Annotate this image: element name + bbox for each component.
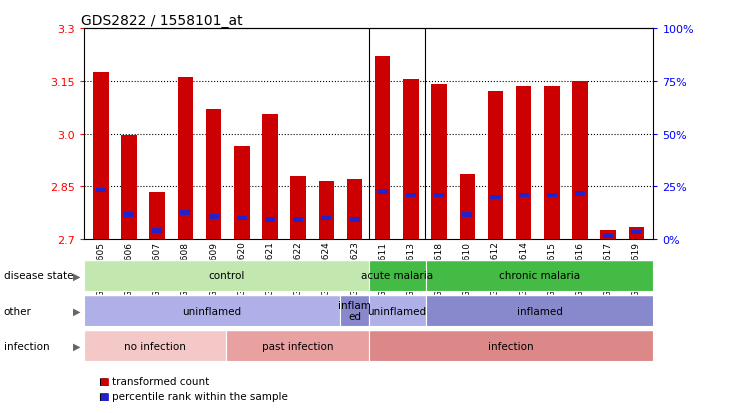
- Bar: [209, 214, 219, 219]
- Bar: [347, 180, 362, 240]
- Text: other: other: [4, 306, 31, 316]
- Text: infection: infection: [488, 341, 534, 351]
- Text: ■ percentile rank within the sample: ■ percentile rank within the sample: [99, 392, 288, 401]
- Bar: [265, 218, 275, 223]
- Text: ■: ■: [99, 376, 108, 386]
- Bar: [491, 195, 501, 200]
- Text: no infection: no infection: [124, 341, 186, 351]
- Bar: [234, 147, 250, 240]
- Bar: [544, 87, 560, 240]
- Text: GDS2822 / 1558101_at: GDS2822 / 1558101_at: [81, 14, 243, 28]
- Text: control: control: [208, 271, 245, 281]
- Bar: [350, 218, 360, 223]
- Bar: [262, 115, 277, 240]
- Bar: [293, 218, 303, 223]
- Bar: [629, 227, 644, 240]
- Bar: [375, 57, 391, 240]
- Text: inflamed: inflamed: [517, 306, 562, 316]
- Text: ▶: ▶: [73, 271, 80, 281]
- Bar: [631, 230, 642, 235]
- Bar: [403, 80, 419, 240]
- Bar: [516, 87, 531, 240]
- Bar: [96, 188, 106, 193]
- Bar: [406, 193, 416, 198]
- Bar: [150, 192, 165, 240]
- Bar: [152, 228, 162, 233]
- Bar: [601, 231, 616, 240]
- Bar: [488, 92, 503, 240]
- Text: ■: ■: [99, 392, 108, 401]
- Text: past infection: past infection: [262, 341, 333, 351]
- Text: infection: infection: [4, 341, 50, 351]
- Bar: [377, 190, 388, 195]
- Text: ▶: ▶: [73, 306, 80, 316]
- Bar: [462, 213, 472, 217]
- Bar: [575, 192, 585, 196]
- Bar: [291, 176, 306, 240]
- Bar: [572, 81, 588, 240]
- Bar: [321, 216, 331, 221]
- Bar: [318, 182, 334, 240]
- Bar: [603, 234, 613, 238]
- Bar: [518, 193, 529, 198]
- Bar: [124, 213, 134, 217]
- Bar: [434, 193, 444, 198]
- Text: uninflamed: uninflamed: [182, 306, 242, 316]
- Bar: [431, 85, 447, 240]
- Bar: [180, 211, 191, 216]
- Text: disease state: disease state: [4, 271, 73, 281]
- Bar: [547, 193, 557, 198]
- Bar: [237, 216, 247, 221]
- Text: chronic malaria: chronic malaria: [499, 271, 580, 281]
- Text: uninflamed: uninflamed: [368, 306, 426, 316]
- Text: acute malaria: acute malaria: [361, 271, 433, 281]
- Text: ▶: ▶: [73, 341, 80, 351]
- Bar: [93, 73, 109, 240]
- Text: ■ transformed count: ■ transformed count: [99, 376, 209, 386]
- Text: inflam
ed: inflam ed: [338, 300, 371, 322]
- Bar: [177, 78, 193, 240]
- Bar: [121, 136, 137, 240]
- Bar: [460, 175, 475, 240]
- Bar: [206, 109, 221, 240]
